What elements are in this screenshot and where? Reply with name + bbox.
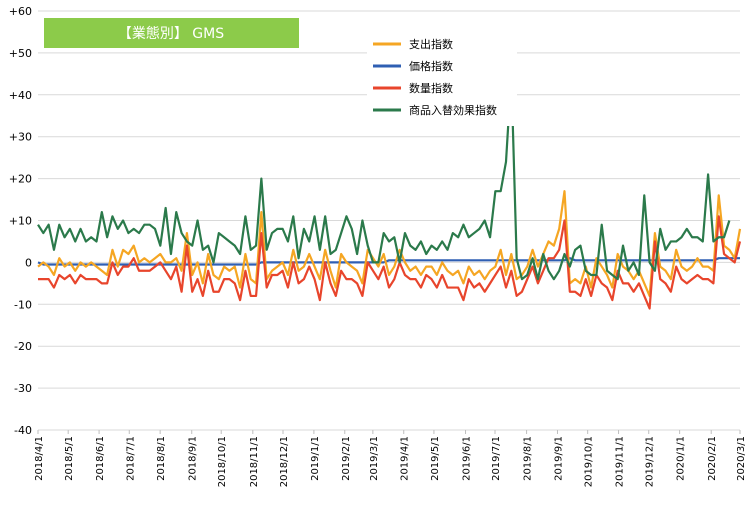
x-tick-label: 2019/2/1: [341, 436, 352, 481]
legend-label: 商品入替効果指数: [409, 103, 497, 117]
y-tick-label: +30: [9, 131, 32, 144]
y-tick-label: -10: [14, 298, 32, 311]
x-tick-label: 2019/6/1: [462, 436, 473, 481]
legend-label: 価格指数: [409, 59, 453, 73]
x-tick-label: 2019/9/1: [553, 436, 564, 481]
y-tick-label: +10: [9, 215, 32, 228]
x-tick-label: 2018/5/1: [64, 436, 75, 481]
x-tick-label: 2019/11/1: [615, 436, 626, 487]
x-tick-label: 2018/9/1: [188, 436, 199, 481]
x-tick-label: 2019/1/1: [310, 436, 321, 481]
y-axis-ticks: +60 +50 +40 +30 +20 +10 0 -10 -20 -30 -40: [9, 5, 32, 437]
series-line-1: [37, 257, 740, 266]
x-tick-label: 2018/4/1: [34, 436, 45, 481]
legend-label: 数量指数: [409, 81, 453, 95]
chart-title-text: 【業態別】 GMS: [118, 26, 224, 42]
x-tick-label: 2019/7/1: [491, 436, 502, 481]
x-tick-label: 2019/12/1: [645, 436, 656, 487]
x-tick-label: 2018/11/1: [249, 436, 260, 487]
x-tick-label: 2018/8/1: [156, 436, 167, 481]
y-tick-label: -40: [14, 424, 32, 437]
x-axis-ticks: 2018/4/1 2018/5/1 2018/6/1 2018/7/1 2018/8/1…: [34, 430, 745, 487]
x-tick-label: 2019/10/1: [584, 436, 595, 487]
series-line-0: [37, 190, 742, 298]
legend-label: 支出指数: [409, 37, 453, 51]
series-lines: [37, 72, 742, 310]
x-tick-label: 2019/8/1: [523, 436, 534, 481]
x-tick-label: 2019/4/1: [400, 436, 411, 481]
y-tick-label: +40: [9, 89, 32, 102]
x-tick-label: 2018/12/1: [279, 436, 290, 487]
x-tick-label: 2020/3/1: [736, 436, 745, 481]
x-tick-label: 2019/5/1: [430, 436, 441, 481]
series-line-3: [37, 72, 731, 281]
x-tick-label: 2018/6/1: [95, 436, 106, 481]
y-tick-label: 0: [25, 256, 32, 269]
x-tick-label: 2019/3/1: [369, 436, 380, 481]
y-tick-label: +50: [9, 47, 32, 60]
x-tick-label: 2020/1/1: [676, 436, 687, 481]
series-line-2: [38, 215, 742, 310]
y-tick-label: +20: [9, 173, 32, 186]
x-tick-label: 2018/10/1: [217, 436, 228, 487]
y-tick-label: -30: [14, 382, 32, 395]
chart-title: 【業態別】 GMS: [44, 18, 299, 48]
x-tick-label: 2018/7/1: [125, 436, 136, 481]
title-background: [44, 18, 299, 48]
x-tick-label: 2020/2/1: [707, 436, 718, 481]
grid: [38, 10, 740, 431]
y-tick-label: +60: [9, 5, 32, 18]
y-tick-label: -20: [14, 340, 32, 353]
